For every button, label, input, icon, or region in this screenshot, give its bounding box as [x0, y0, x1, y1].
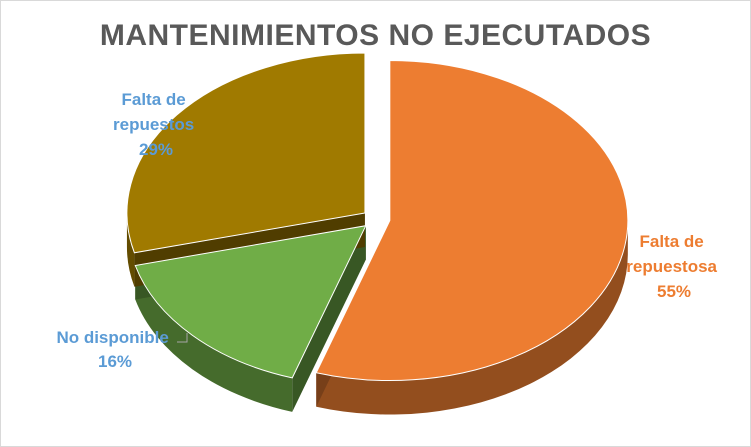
slice-label-no-disponible: No disponible 16% — [56, 328, 173, 371]
slice-percent-label: 55% — [657, 282, 691, 301]
slice-label-line: repuestos — [113, 115, 194, 134]
slice-label-line: repuestosa — [626, 257, 717, 276]
pie-slice-outer-wall — [316, 220, 628, 415]
slice-label-falta-de-repuestos: Falta de repuestos 29% — [113, 90, 199, 159]
pie-slice-outer-wall — [135, 265, 293, 412]
pie-slice-2 — [126, 52, 366, 254]
pie-slice-0 — [315, 60, 629, 382]
slice-label-line: Falta de — [640, 232, 704, 251]
pie-slices — [126, 52, 629, 415]
slice-label-line: Falta de — [122, 90, 186, 109]
pie-slice-1 — [134, 225, 367, 379]
slice-percent-label: 16% — [98, 352, 132, 371]
pie-slice-cut-face — [292, 225, 366, 412]
slice-label-line: No disponible — [56, 328, 168, 347]
chart-title: MANTENIMIENTOS NO EJECUTADOS — [99, 19, 652, 52]
slice-percent-label: 29% — [139, 140, 173, 159]
slice-label-falta-de-repuestosa: Falta de repuestosa 55% — [626, 232, 721, 301]
leader-line-no-disponible — [177, 333, 188, 343]
pie-slice-outer-wall — [126, 212, 135, 287]
